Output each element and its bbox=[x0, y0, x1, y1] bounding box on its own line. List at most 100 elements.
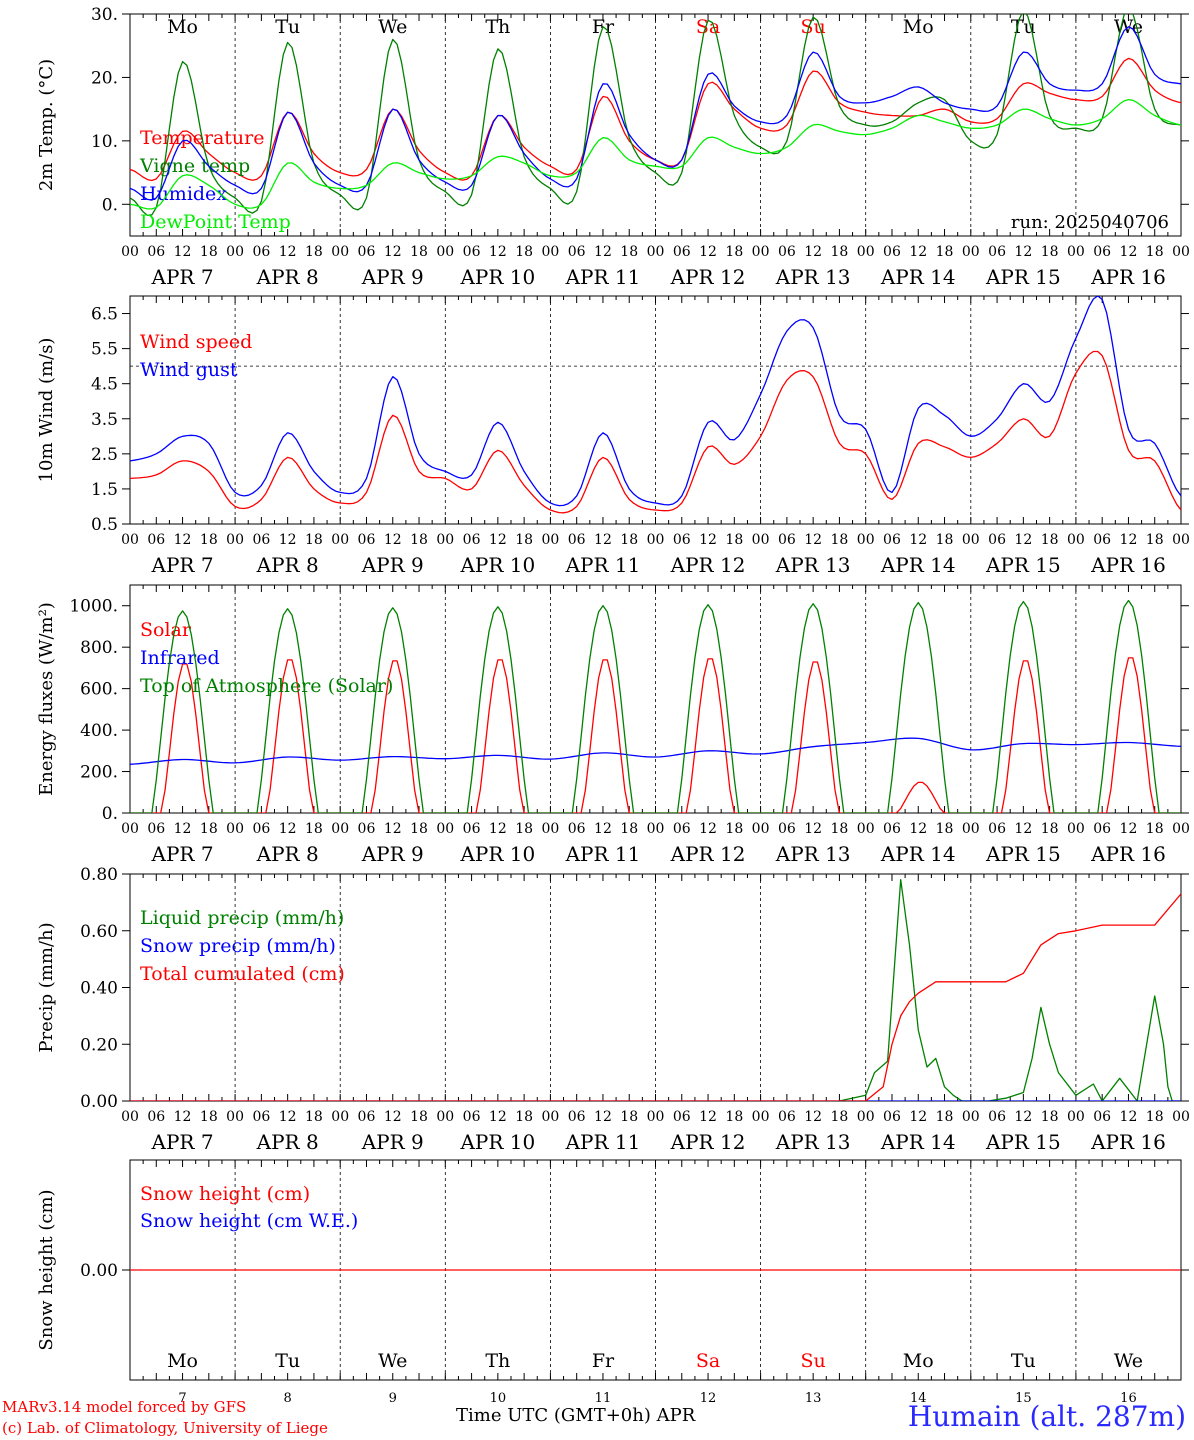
series-line-humidex bbox=[130, 26, 1181, 201]
hour-tick-label: 00 bbox=[752, 532, 770, 548]
hour-tick-label: 00 bbox=[226, 244, 244, 260]
hour-tick-label: 06 bbox=[147, 532, 165, 548]
series-line-total-cumulated-cm bbox=[130, 893, 1181, 1101]
hour-tick-label: 00 bbox=[647, 244, 665, 260]
day-label: APR 11 bbox=[565, 842, 641, 866]
station-location: Humain (alt. 287m) bbox=[907, 1400, 1186, 1433]
hour-tick-label: 06 bbox=[673, 532, 691, 548]
hour-tick-label: 18 bbox=[305, 1109, 323, 1125]
y-tick-label: 0. bbox=[102, 804, 118, 824]
hour-tick-label: 06 bbox=[988, 244, 1006, 260]
y-tick-label: 200. bbox=[80, 763, 118, 783]
hour-tick-label: 06 bbox=[988, 821, 1006, 837]
day-number: 9 bbox=[389, 1391, 397, 1406]
day-number: 8 bbox=[284, 1391, 292, 1406]
hour-tick-label: 18 bbox=[1041, 244, 1059, 260]
hour-tick-label: 18 bbox=[200, 821, 218, 837]
hour-tick-label: 18 bbox=[305, 244, 323, 260]
day-label: APR 8 bbox=[256, 1130, 319, 1154]
day-label: APR 9 bbox=[361, 553, 424, 577]
day-label: APR 14 bbox=[880, 265, 956, 289]
day-label: APR 10 bbox=[459, 1130, 535, 1154]
hour-tick-label: 00 bbox=[121, 1109, 139, 1125]
hour-tick-label: 18 bbox=[831, 1109, 849, 1125]
day-label: APR 11 bbox=[565, 1130, 641, 1154]
hour-tick-label: 00 bbox=[121, 244, 139, 260]
hour-tick-label: 06 bbox=[988, 1109, 1006, 1125]
y-axis-label: Snow height (cm) bbox=[36, 1189, 57, 1350]
hour-tick-label: 18 bbox=[620, 1109, 638, 1125]
day-label: APR 14 bbox=[880, 1130, 956, 1154]
weekday-label: Sa bbox=[696, 1350, 720, 1372]
hour-tick-label: 00 bbox=[962, 244, 980, 260]
hour-tick-label: 06 bbox=[147, 1109, 165, 1125]
lab-credit: (c) Lab. of Climatology, University of L… bbox=[2, 1419, 328, 1437]
hour-tick-label: 00 bbox=[1172, 1109, 1190, 1125]
y-tick-label: 400. bbox=[80, 721, 118, 741]
day-label: APR 10 bbox=[459, 842, 535, 866]
weekday-label: Mo bbox=[903, 1350, 934, 1372]
day-label: APR 12 bbox=[670, 1130, 746, 1154]
hour-tick-label: 06 bbox=[358, 1109, 376, 1125]
hour-tick-label: 00 bbox=[121, 821, 139, 837]
hour-tick-label: 06 bbox=[673, 821, 691, 837]
series-line-wind-gust bbox=[130, 296, 1181, 507]
hour-tick-label: 12 bbox=[699, 821, 717, 837]
hour-tick-label: 18 bbox=[200, 244, 218, 260]
hour-tick-label: 00 bbox=[226, 532, 244, 548]
day-label: APR 13 bbox=[775, 553, 851, 577]
hour-tick-label: 12 bbox=[489, 821, 507, 837]
hour-tick-label: 00 bbox=[752, 1109, 770, 1125]
hour-tick-label: 06 bbox=[883, 1109, 901, 1125]
hour-tick-label: 12 bbox=[804, 244, 822, 260]
series-line-dewpoint-temp bbox=[130, 98, 1181, 210]
hour-tick-label: 18 bbox=[725, 244, 743, 260]
hour-tick-label: 12 bbox=[594, 821, 612, 837]
weekday-label: Mo bbox=[167, 1350, 198, 1372]
hour-tick-label: 06 bbox=[252, 821, 270, 837]
hour-tick-label: 00 bbox=[962, 1109, 980, 1125]
day-label: APR 12 bbox=[670, 842, 746, 866]
hour-tick-label: 12 bbox=[279, 532, 297, 548]
weekday-label: We bbox=[378, 1350, 407, 1372]
day-label: APR 15 bbox=[985, 553, 1061, 577]
hour-tick-label: 12 bbox=[909, 821, 927, 837]
y-tick-label: 800. bbox=[80, 638, 118, 658]
y-tick-label: 6.5 bbox=[91, 305, 118, 325]
hour-tick-label: 00 bbox=[331, 244, 349, 260]
hour-tick-label: 00 bbox=[647, 1109, 665, 1125]
hour-tick-label: 12 bbox=[804, 532, 822, 548]
hour-tick-label: 06 bbox=[673, 244, 691, 260]
hour-tick-label: 00 bbox=[1067, 532, 1085, 548]
hour-tick-label: 06 bbox=[358, 532, 376, 548]
hour-tick-label: 06 bbox=[1093, 1109, 1111, 1125]
weekday-label: We bbox=[1114, 1350, 1143, 1372]
day-number: 12 bbox=[700, 1391, 717, 1406]
hour-tick-label: 12 bbox=[279, 1109, 297, 1125]
hour-tick-label: 06 bbox=[358, 244, 376, 260]
day-number: 15 bbox=[1015, 1391, 1032, 1406]
day-label: APR 16 bbox=[1090, 1130, 1166, 1154]
hour-tick-label: 12 bbox=[174, 1109, 192, 1125]
day-number: 13 bbox=[805, 1391, 822, 1406]
hour-tick-label: 18 bbox=[515, 244, 533, 260]
day-label: APR 15 bbox=[985, 842, 1061, 866]
day-label: APR 8 bbox=[256, 265, 319, 289]
hour-tick-label: 12 bbox=[699, 532, 717, 548]
y-axis-label: 2m Temp. (°C) bbox=[36, 59, 57, 191]
weekday-label: Fr bbox=[592, 1350, 615, 1372]
hour-tick-label: 12 bbox=[1014, 532, 1032, 548]
day-label: APR 13 bbox=[775, 265, 851, 289]
hour-tick-label: 12 bbox=[174, 821, 192, 837]
hour-tick-label: 06 bbox=[147, 821, 165, 837]
hour-tick-label: 00 bbox=[226, 821, 244, 837]
hour-tick-label: 18 bbox=[1146, 532, 1164, 548]
legend-entry: Snow height (cm) bbox=[140, 1183, 310, 1205]
day-number: 16 bbox=[1120, 1391, 1137, 1406]
x-axis-title: Time UTC (GMT+0h) APR bbox=[456, 1405, 696, 1426]
day-label: APR 12 bbox=[670, 265, 746, 289]
day-label: APR 8 bbox=[256, 553, 319, 577]
day-label: APR 9 bbox=[361, 265, 424, 289]
legend-entry: Snow height (cm W.E.) bbox=[140, 1210, 358, 1232]
